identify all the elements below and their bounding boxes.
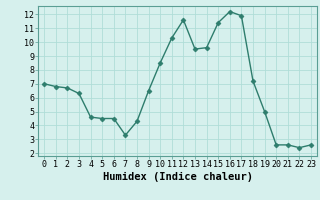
X-axis label: Humidex (Indice chaleur): Humidex (Indice chaleur) xyxy=(103,172,252,182)
